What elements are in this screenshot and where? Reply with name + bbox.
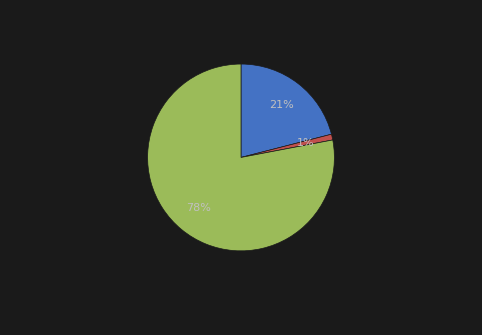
Text: 78%: 78% — [187, 203, 212, 213]
Text: 21%: 21% — [269, 100, 294, 110]
Text: 1%: 1% — [296, 138, 314, 148]
Wedge shape — [241, 134, 333, 157]
Wedge shape — [241, 64, 332, 157]
Wedge shape — [147, 64, 335, 251]
